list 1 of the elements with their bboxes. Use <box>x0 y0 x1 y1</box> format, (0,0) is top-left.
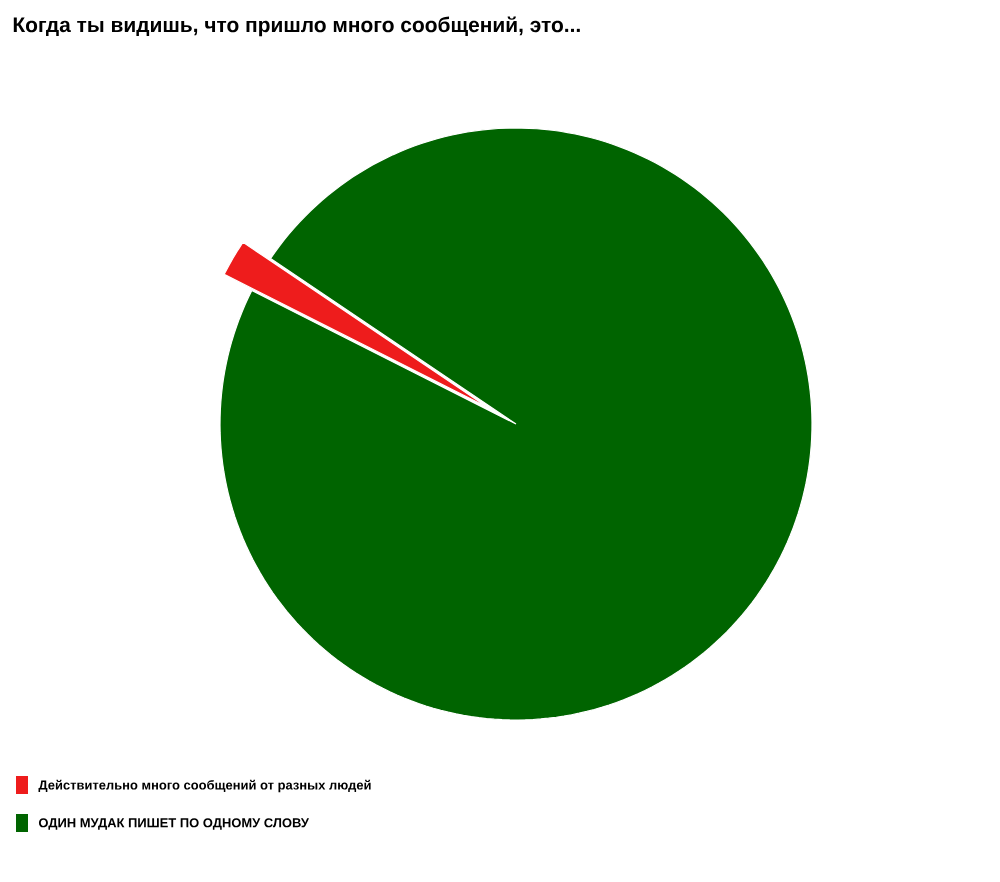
chart-title: Когда ты видишь, что пришло много сообщений, это... <box>13 16 580 37</box>
